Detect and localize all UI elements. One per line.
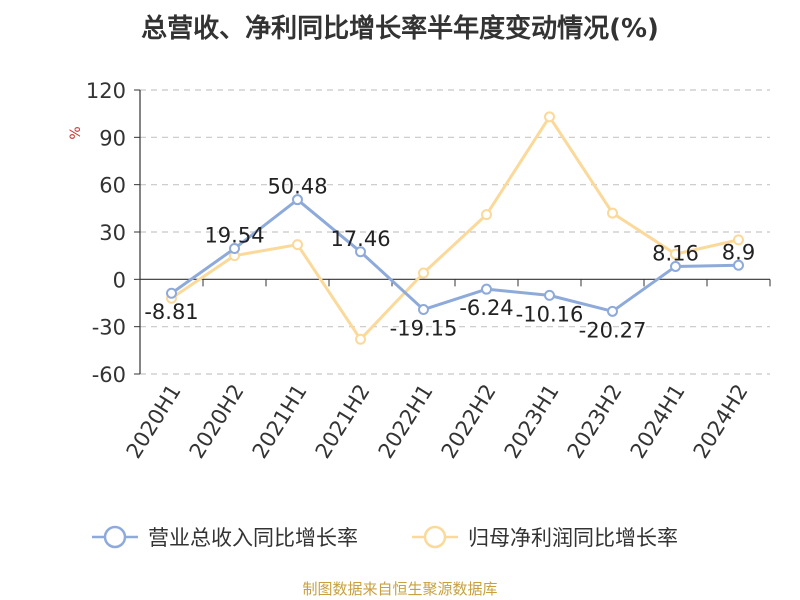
data-point: [355, 246, 366, 258]
x-tick-label: 2024H1: [626, 380, 690, 463]
y-tick-label: 120: [86, 79, 126, 103]
legend: 营业总收入同比增长率 归母净利润同比增长率: [92, 525, 678, 550]
data-label: 19.54: [204, 224, 264, 248]
data-point: [418, 304, 429, 316]
chart-title: 总营收、净利同比增长率半年度变动情况(%): [141, 14, 659, 44]
data-label: -8.81: [144, 300, 198, 324]
data-point: [481, 283, 492, 295]
data-point: [481, 209, 492, 221]
data-label: 8.9: [722, 240, 755, 264]
grid-lines: [140, 89, 770, 375]
data-point: [292, 239, 303, 251]
data-point: [166, 287, 177, 299]
data-point: [292, 194, 303, 206]
data-point: [544, 111, 555, 123]
data-label: -20.27: [579, 318, 647, 342]
data-label: 17.46: [330, 227, 390, 251]
y-axis-label: %: [68, 126, 84, 139]
y-tick-label: -30: [92, 316, 126, 340]
y-tick-label: 60: [99, 174, 126, 198]
legend-marker-1: [103, 525, 127, 549]
data-label: 8.16: [652, 241, 699, 265]
data-point: [229, 243, 240, 255]
data-point: [670, 260, 681, 272]
series-line-1: [170, 198, 739, 313]
data-point: [418, 267, 429, 279]
legend-label-2: 归母净利润同比增长率: [468, 526, 678, 550]
y-tick-label: 90: [99, 126, 126, 150]
data-point: [355, 333, 366, 345]
data-point: [670, 248, 681, 260]
y-tick-label: -60: [92, 363, 126, 387]
data-label: -10.16: [516, 302, 584, 326]
legend-label-1: 营业总收入同比增长率: [148, 526, 358, 550]
series-line-2: [170, 115, 739, 341]
x-tick-label: 2021H1: [248, 380, 312, 463]
x-tick-label: 2021H2: [311, 380, 375, 463]
y-tick-label: 30: [99, 221, 126, 245]
source-note: 制图数据来自恒生聚源数据库: [302, 580, 498, 598]
legend-marker-2: [423, 525, 447, 549]
data-label: -19.15: [390, 317, 458, 341]
y-tick-label: 0: [113, 268, 126, 292]
x-tick-label: 2020H1: [122, 380, 186, 463]
data-labels: -8.81 19.54 50.48 17.46 -19.15-6.24 -10.16-20…: [144, 175, 755, 343]
data-label: 50.48: [267, 175, 327, 199]
data-point: [733, 259, 744, 271]
x-tick-label: 2022H2: [437, 380, 501, 463]
data-point: [733, 234, 744, 246]
data-point: [607, 305, 618, 317]
x-tick-label: 2020H2: [185, 380, 249, 463]
x-tick-label: 2024H2: [689, 380, 753, 463]
data-point: [607, 207, 618, 219]
x-tick-label: 2023H2: [563, 380, 627, 463]
data-label: -6.24: [459, 296, 513, 320]
data-point: [544, 289, 555, 301]
x-tick-label: 2022H1: [374, 380, 438, 463]
x-tick-label: 2023H1: [500, 380, 564, 463]
series-lines: [166, 111, 744, 345]
